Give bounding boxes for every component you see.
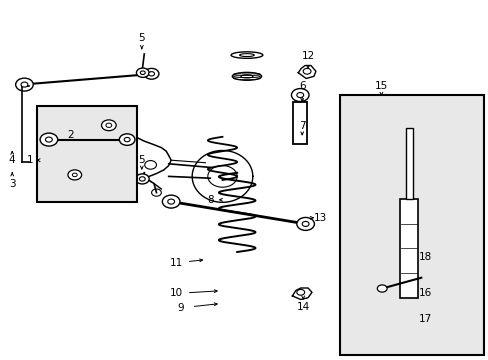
Circle shape (148, 72, 154, 76)
Circle shape (378, 148, 386, 154)
Circle shape (375, 162, 390, 173)
Text: 8: 8 (206, 195, 213, 205)
Circle shape (291, 89, 308, 102)
Circle shape (377, 285, 386, 292)
Ellipse shape (230, 52, 263, 58)
Circle shape (379, 125, 386, 131)
Circle shape (380, 165, 386, 170)
Text: 10: 10 (169, 288, 182, 298)
Circle shape (136, 68, 149, 77)
Circle shape (72, 173, 77, 177)
Text: 2: 2 (67, 130, 74, 140)
Circle shape (45, 137, 52, 142)
Bar (37, 106, 137, 202)
Circle shape (21, 82, 28, 87)
Text: 6: 6 (298, 81, 305, 91)
Text: 11: 11 (169, 258, 183, 268)
Circle shape (139, 177, 145, 181)
Circle shape (302, 221, 308, 226)
Circle shape (140, 71, 145, 75)
Circle shape (436, 268, 449, 278)
Text: 1: 1 (27, 155, 34, 165)
Circle shape (68, 170, 81, 180)
Circle shape (124, 138, 130, 142)
Circle shape (424, 271, 437, 280)
Text: 17: 17 (418, 314, 431, 324)
Circle shape (408, 278, 413, 282)
Circle shape (16, 78, 33, 91)
Ellipse shape (239, 54, 254, 57)
Circle shape (119, 134, 135, 145)
Bar (339, 95, 483, 355)
Ellipse shape (232, 72, 261, 80)
Bar (399, 199, 418, 298)
Circle shape (428, 274, 433, 277)
Circle shape (373, 105, 392, 120)
Text: 15: 15 (374, 81, 387, 91)
Circle shape (106, 123, 112, 127)
Text: 16: 16 (418, 288, 431, 298)
Text: 12: 12 (301, 51, 314, 61)
Circle shape (379, 110, 386, 116)
Circle shape (397, 176, 410, 185)
Text: 13: 13 (313, 213, 326, 223)
Text: 5: 5 (138, 33, 145, 43)
Text: 9: 9 (177, 303, 184, 313)
Circle shape (373, 121, 392, 135)
Circle shape (296, 217, 314, 230)
Circle shape (372, 143, 393, 159)
Circle shape (405, 275, 417, 285)
Circle shape (440, 271, 445, 275)
Bar (293, 102, 306, 144)
Circle shape (167, 199, 174, 204)
Ellipse shape (240, 75, 253, 78)
Circle shape (40, 133, 58, 146)
Circle shape (135, 174, 149, 184)
Circle shape (296, 93, 303, 98)
Text: 7: 7 (298, 121, 305, 131)
Text: 3: 3 (9, 179, 16, 189)
Bar (405, 128, 412, 199)
Circle shape (102, 120, 116, 131)
Text: 5: 5 (138, 155, 145, 165)
Circle shape (144, 68, 159, 79)
Circle shape (401, 179, 406, 183)
Text: 14: 14 (296, 302, 309, 312)
Circle shape (162, 195, 180, 208)
Text: 18: 18 (418, 252, 431, 262)
Text: 4: 4 (9, 155, 16, 165)
